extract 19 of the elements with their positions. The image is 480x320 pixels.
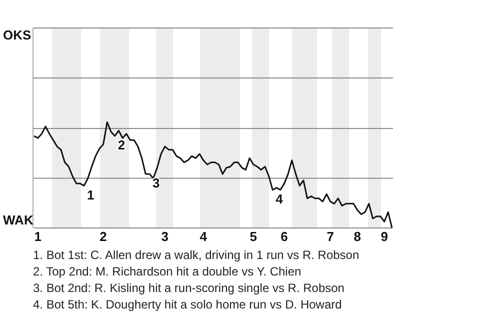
x-tick-label: 2	[100, 229, 107, 244]
annotation: WAK	[3, 212, 34, 228]
x-tick-label: 9	[380, 229, 388, 244]
x-tick-label: 5	[250, 229, 258, 244]
text: 1. Bot 1st: C. Allen drew a walk, driving in 1 run vs R. Robson	[33, 248, 360, 262]
text: 3. Bot 2nd: R. Kisling hit a run-scoring single vs R. Robson	[33, 281, 344, 296]
x-tick-label: 8	[354, 229, 361, 244]
x-tick-label: 4	[200, 229, 208, 244]
x-tick-label: 3	[161, 229, 168, 244]
text: 4. Bot 5th: K. Dougherty hit a solo home run vs D. Howard	[33, 298, 342, 312]
annotation: 3	[152, 176, 160, 191]
annotation: 4	[276, 192, 284, 206]
x-tick-label: 1	[34, 229, 42, 244]
text: 2. Top 2nd: M. Richardson hit a double vs Y. Chien	[33, 264, 302, 279]
x-tick-label: 6	[280, 229, 288, 244]
text: OKS	[3, 27, 32, 42]
annotation: 2	[118, 138, 126, 153]
x-tick-label: 7	[326, 229, 334, 244]
annotation: 1	[87, 187, 94, 202]
